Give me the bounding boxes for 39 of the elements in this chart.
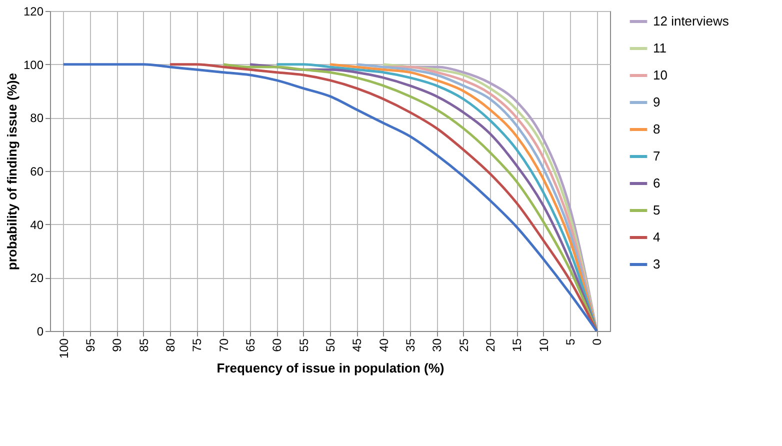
legend-label: 11 xyxy=(653,40,666,56)
x-tick-label: 60 xyxy=(270,338,284,352)
y-tick-label: 120 xyxy=(23,4,44,18)
x-tick-label: 20 xyxy=(484,338,498,352)
x-tick-label: 10 xyxy=(536,338,551,352)
x-tick-label: 50 xyxy=(324,338,338,352)
x-tick-label: 35 xyxy=(404,338,418,352)
x-tick-label: 25 xyxy=(456,338,471,352)
x-tick-label: 5 xyxy=(564,338,578,346)
legend-label: 9 xyxy=(653,94,660,110)
x-tick-label: 65 xyxy=(244,338,258,352)
x-tick-label: 15 xyxy=(510,338,524,352)
legend-label: 10 xyxy=(653,68,668,82)
y-tick-label: 20 xyxy=(30,271,44,286)
x-tick-label: 85 xyxy=(136,338,151,352)
y-tick-label: 60 xyxy=(30,164,44,178)
legend-label: 7 xyxy=(653,148,660,164)
x-tick-label: 40 xyxy=(376,338,391,352)
x-tick-label: 55 xyxy=(296,338,311,352)
y-tick-label: 100 xyxy=(23,58,44,72)
y-tick-label: 80 xyxy=(30,111,44,126)
x-axis-title: Frequency of issue in population (%) xyxy=(216,360,444,376)
x-tick-label: 70 xyxy=(216,338,231,352)
legend-label: 4 xyxy=(653,230,660,244)
x-tick-label: 0 xyxy=(590,338,604,346)
legend-label: 3 xyxy=(653,256,660,272)
legend-label: 8 xyxy=(653,122,660,136)
x-tick-label: 45 xyxy=(350,338,364,352)
legend-label: 6 xyxy=(653,176,660,190)
x-tick-label: 75 xyxy=(190,338,204,352)
y-axis-title: probability of finding issue (%)e xyxy=(4,72,20,270)
x-tick-label: 80 xyxy=(164,338,178,352)
legend-label: 5 xyxy=(653,202,660,218)
x-tick-label: 90 xyxy=(110,338,124,352)
x-tick-label: 30 xyxy=(430,338,444,352)
x-tick-label: 100 xyxy=(56,338,71,359)
legend-label: 12 interviews xyxy=(653,14,730,28)
x-tick-label: 95 xyxy=(84,338,98,352)
y-tick-label: 40 xyxy=(30,218,44,232)
